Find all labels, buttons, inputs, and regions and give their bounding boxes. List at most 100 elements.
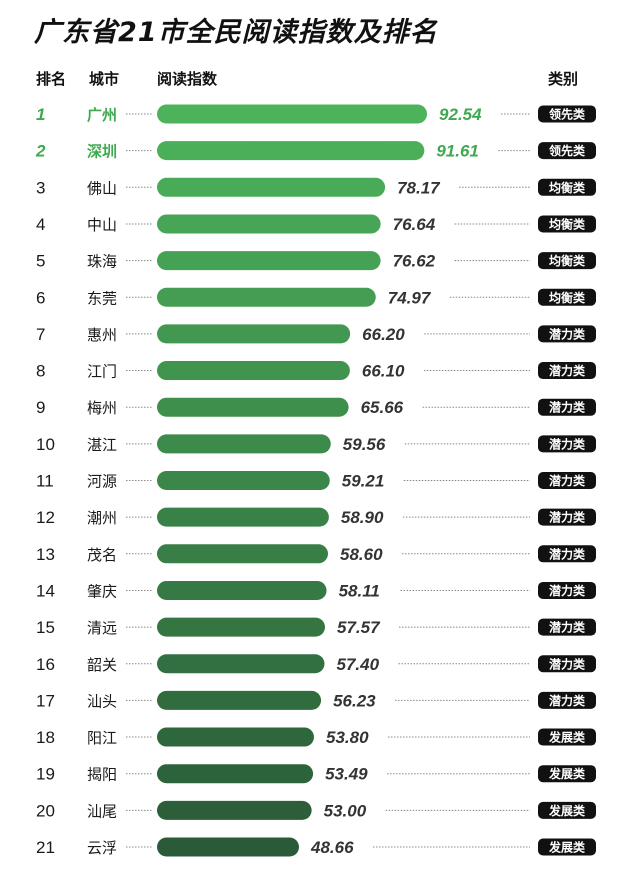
value-label: 92.54 [439, 105, 482, 124]
bar [157, 654, 325, 674]
category-badge-label: 均衡类 [549, 180, 586, 195]
bar [157, 287, 376, 307]
city-label: 汕尾 [87, 802, 117, 820]
city-label: 中山 [87, 216, 117, 234]
value-label: 76.62 [393, 252, 436, 271]
city-label: 梅州 [87, 399, 117, 417]
value-label: 65.66 [361, 398, 404, 417]
value-label: 57.57 [337, 618, 381, 637]
category-badge-label: 发展类 [548, 730, 586, 745]
value-label: 66.20 [362, 325, 405, 344]
category-badge-label: 发展类 [548, 803, 586, 818]
value-label: 59.56 [343, 435, 386, 454]
bar [157, 690, 322, 710]
city-label: 清远 [87, 619, 117, 637]
value-label: 78.17 [397, 178, 441, 197]
category-badge [538, 362, 596, 380]
header-rank: 排名 [36, 70, 67, 88]
city-label: 广州 [87, 106, 117, 124]
rank-label: 1 [36, 105, 45, 124]
city-label: 茂名 [87, 546, 117, 564]
value-label: 59.21 [342, 472, 385, 491]
rank-label: 20 [36, 801, 55, 820]
rank-label: 16 [36, 655, 55, 674]
category-badge-label: 潜力类 [549, 693, 586, 708]
rank-label: 6 [36, 288, 45, 307]
category-badge [538, 288, 596, 306]
bar [157, 104, 428, 124]
bar [157, 837, 299, 857]
category-badge [538, 472, 596, 489]
category-badge [538, 801, 596, 819]
value-label: 66.10 [362, 362, 405, 381]
value-label: 53.49 [325, 765, 368, 784]
city-label: 肇庆 [87, 582, 117, 600]
value-label: 57.40 [336, 655, 379, 674]
bar [157, 214, 381, 234]
category-badge-label: 潜力类 [549, 400, 586, 415]
value-label: 58.60 [340, 545, 383, 564]
category-badge [538, 618, 596, 636]
category-badge-label: 领先类 [549, 107, 586, 122]
rank-label: 4 [36, 215, 45, 234]
city-label: 揭阳 [87, 766, 117, 784]
city-label: 惠州 [87, 326, 117, 344]
category-badge [538, 728, 596, 746]
category-badge-label: 潜力类 [549, 546, 586, 561]
category-badge-label: 潜力类 [549, 510, 586, 525]
category-badge [538, 765, 596, 783]
rank-label: 9 [36, 398, 45, 417]
bar [157, 544, 328, 564]
city-label: 潮州 [87, 509, 117, 527]
category-badge [538, 105, 596, 123]
category-badge-label: 发展类 [548, 766, 586, 781]
city-label: 佛山 [87, 179, 117, 197]
category-badge [538, 252, 596, 270]
bar [157, 324, 351, 344]
category-badge [538, 325, 596, 343]
category-badge [538, 142, 596, 160]
rank-label: 21 [36, 838, 55, 857]
bar [157, 141, 425, 161]
chart-title: 广东省21市全民阅读指数及排名 [34, 17, 438, 48]
bar [157, 617, 325, 637]
rank-label: 11 [36, 472, 54, 491]
rank-label: 13 [36, 545, 55, 564]
city-label: 珠海 [87, 253, 117, 271]
category-badge-label: 均衡类 [549, 253, 586, 268]
header-index: 阅读指数 [157, 70, 218, 88]
bar [157, 397, 349, 417]
bar [157, 507, 329, 527]
value-label: 91.61 [436, 142, 479, 161]
category-badge [538, 398, 596, 416]
rank-label: 12 [36, 508, 55, 527]
value-label: 48.66 [310, 838, 354, 857]
category-badge-label: 潜力类 [549, 473, 586, 488]
city-label: 汕头 [87, 692, 117, 710]
category-badge [538, 178, 596, 196]
value-label: 53.80 [326, 728, 369, 747]
city-label: 江门 [87, 363, 117, 381]
header-category: 类别 [548, 70, 579, 88]
value-label: 58.90 [341, 508, 384, 527]
category-badge-label: 均衡类 [549, 216, 586, 231]
rank-label: 17 [36, 691, 55, 710]
city-label: 云浮 [87, 839, 117, 857]
category-badge [538, 545, 596, 563]
header-city: 城市 [89, 70, 120, 88]
bar [157, 471, 330, 490]
city-label: 阳江 [87, 729, 117, 747]
rank-label: 10 [36, 435, 55, 454]
rank-label: 14 [36, 581, 55, 600]
bar [157, 361, 350, 381]
bar [157, 764, 314, 784]
category-badge [538, 691, 596, 709]
value-label: 74.97 [388, 288, 432, 307]
category-badge [538, 215, 596, 233]
category-badge-label: 发展类 [548, 840, 586, 855]
rank-label: 5 [36, 252, 45, 271]
category-badge [538, 435, 596, 453]
category-badge-label: 领先类 [549, 143, 586, 158]
city-label: 湛江 [87, 436, 117, 454]
bar [157, 800, 312, 820]
